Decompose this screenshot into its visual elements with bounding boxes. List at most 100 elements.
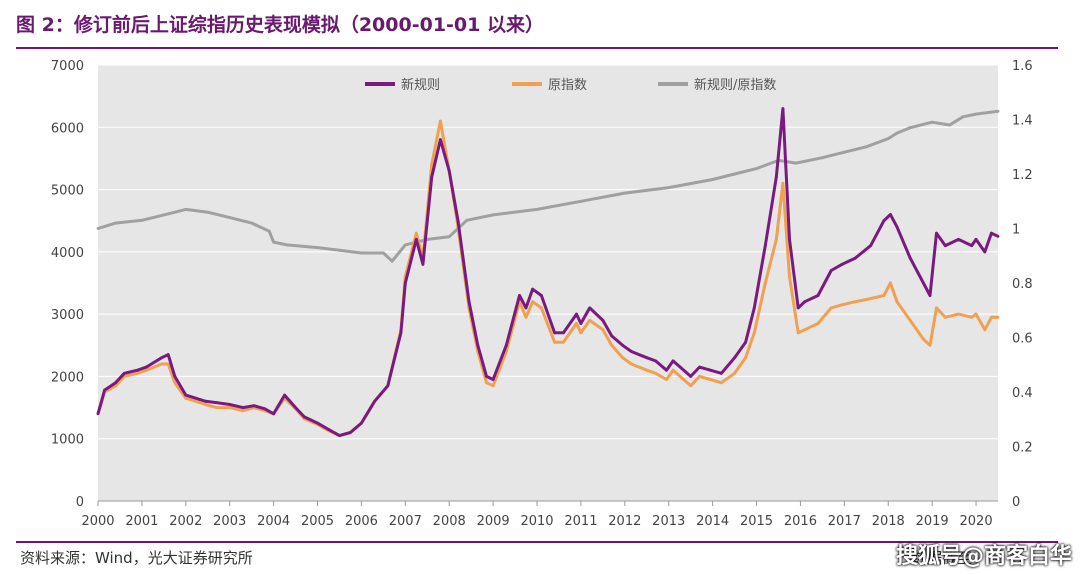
data-point [476, 343, 480, 347]
data-point [467, 300, 471, 304]
data-point [630, 362, 633, 366]
data-point [373, 399, 376, 403]
data-point [250, 221, 254, 225]
x-tick-label: 2014 [696, 514, 729, 529]
y-left-tick-label: 3000 [51, 308, 84, 323]
data-point [403, 281, 407, 285]
data-point [645, 368, 649, 372]
data-point [166, 353, 170, 356]
y-left-tick-label: 2000 [51, 370, 84, 385]
data-point [228, 403, 232, 406]
data-point [485, 375, 488, 378]
y-right-tick-label: 0.6 [1012, 332, 1033, 347]
x-tick-label: 2018 [872, 514, 905, 529]
data-point [184, 208, 188, 211]
x-tick-label: 2008 [433, 514, 466, 529]
data-point [421, 262, 425, 266]
data-point [386, 384, 390, 388]
x-tick-label: 2013 [652, 514, 685, 529]
x-tick-label: 2000 [81, 514, 114, 529]
data-point [403, 243, 407, 247]
data-point [447, 235, 451, 239]
y-right-tick-label: 1.2 [1012, 168, 1033, 183]
data-point [733, 356, 736, 360]
data-point [781, 107, 785, 110]
data-point [518, 294, 521, 297]
data-point [755, 167, 758, 171]
data-point [439, 138, 442, 142]
x-tick-label: 2011 [564, 514, 597, 529]
data-point [943, 315, 947, 319]
y-right-tick-label: 1.4 [1012, 114, 1033, 129]
data-point [382, 251, 385, 255]
data-point [974, 112, 978, 116]
data-point [285, 243, 289, 247]
data-point [974, 238, 978, 241]
y-axis-left: 0 1000 2000 3000 4000 5000 6000 7000 [51, 59, 84, 510]
data-point [853, 256, 857, 260]
x-tick-label: 2009 [477, 514, 510, 529]
data-point [579, 322, 583, 325]
data-point [553, 340, 556, 344]
data-point [709, 378, 712, 381]
x-tick-label: 2003 [213, 514, 246, 529]
data-point [794, 161, 798, 165]
data-point [122, 371, 126, 375]
data-point [338, 434, 341, 437]
data-point [360, 251, 363, 255]
y-left-tick-label: 1000 [51, 433, 84, 448]
y-left-tick-label: 6000 [51, 121, 84, 136]
data-point [399, 331, 403, 335]
data-point [990, 231, 993, 235]
data-point [316, 421, 319, 425]
data-point [294, 406, 297, 409]
data-point [803, 300, 807, 304]
x-tick-label: 2012 [608, 514, 641, 529]
date-note: 数据截至 [911, 549, 972, 567]
data-point [327, 428, 330, 431]
data-point [430, 175, 434, 179]
data-point [524, 306, 528, 310]
data-point [816, 294, 820, 297]
data-point [162, 213, 166, 217]
x-tick-label: 2015 [740, 514, 773, 529]
data-point [689, 384, 693, 388]
data-point [114, 384, 117, 388]
data-point [957, 238, 960, 241]
data-point [228, 216, 232, 220]
data-point [895, 225, 899, 229]
x-axis: 2000 2001 2002 2003 2004 2005 2006 2007 2008 2009… [81, 500, 998, 529]
data-point [733, 172, 736, 176]
data-point [166, 362, 170, 366]
data-point [623, 191, 627, 195]
data-point [882, 294, 886, 297]
data-point [788, 238, 791, 241]
data-point [689, 375, 693, 378]
data-point [840, 262, 844, 266]
source-note: 资料来源：Wind，光大证券研究所 [20, 549, 253, 567]
data-point [491, 384, 495, 388]
title-divider [16, 47, 1058, 49]
data-point [970, 244, 974, 248]
data-point [667, 186, 671, 190]
data-point [665, 378, 668, 381]
x-tick-label: 2001 [125, 514, 158, 529]
data-point [974, 312, 978, 316]
data-point [853, 300, 857, 304]
data-point [140, 218, 144, 222]
x-tick-label: 2004 [257, 514, 290, 529]
data-point [540, 306, 543, 310]
data-point [272, 412, 275, 416]
data-point [996, 234, 1000, 238]
legend-label: 原指数 [548, 78, 587, 93]
data-point [781, 181, 785, 185]
data-point [864, 145, 868, 149]
data-point [316, 246, 319, 250]
data-point [241, 406, 245, 409]
data-point [579, 199, 583, 203]
y-right-tick-label: 0.4 [1012, 386, 1033, 401]
chart-title: 图 2：修订前后上证综指历史表现模拟（2000-01-01 以来） [16, 14, 544, 36]
data-point [842, 150, 846, 154]
data-point [173, 381, 177, 385]
data-point [160, 362, 164, 366]
